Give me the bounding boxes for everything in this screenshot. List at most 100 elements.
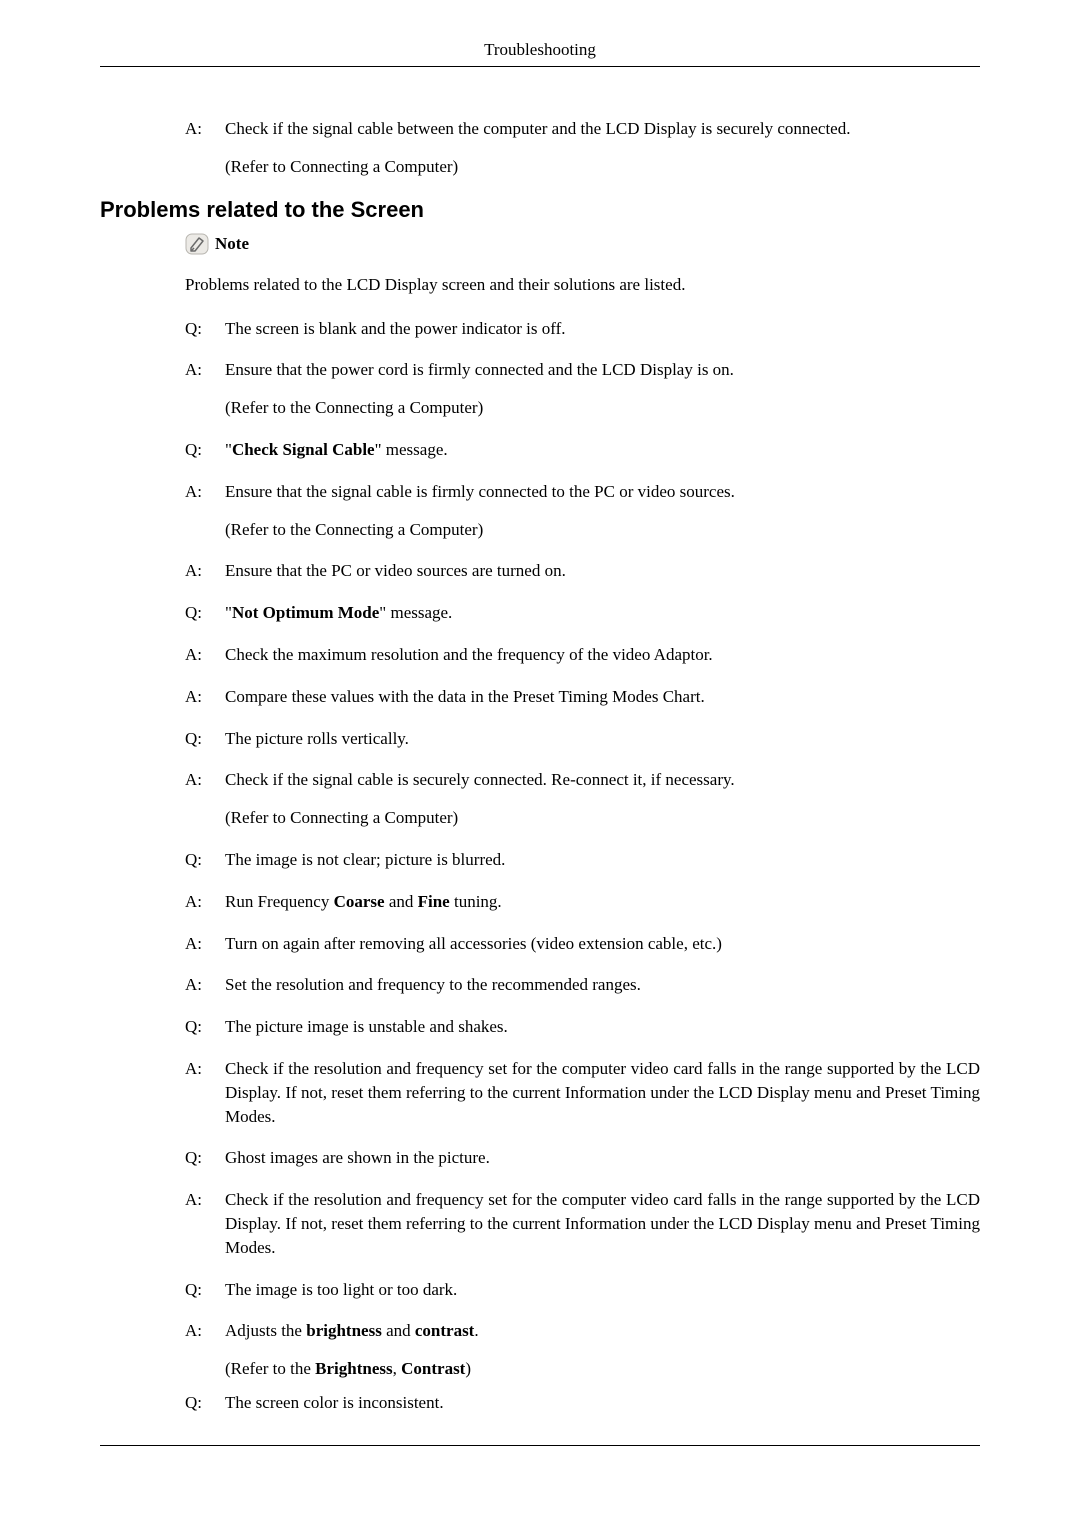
qa-text: Ensure that the signal cable is firmly c… bbox=[225, 480, 980, 542]
qa-text: Ghost images are shown in the picture. bbox=[225, 1146, 980, 1170]
qa-label-q: Q: bbox=[185, 1391, 225, 1415]
footer-divider bbox=[100, 1445, 980, 1446]
qa-post: tuning. bbox=[450, 892, 502, 911]
qa-row: A: Check if the resolution and frequency… bbox=[185, 1057, 980, 1128]
qa-label-a: A: bbox=[185, 973, 225, 997]
qa-quote-post: " message. bbox=[379, 603, 452, 622]
qa-row: A: Compare these values with the data in… bbox=[185, 685, 980, 709]
qa-label-q: Q: bbox=[185, 727, 225, 751]
note-row: Note bbox=[185, 233, 980, 255]
qa-answer-sub: (Refer to the Connecting a Computer) bbox=[225, 518, 980, 542]
qa-label-a: A: bbox=[185, 890, 225, 914]
qa-answer-sub: (Refer to the Brightness, Contrast) bbox=[225, 1357, 980, 1381]
qa-label-q: Q: bbox=[185, 1146, 225, 1170]
qa-text: Ensure that the power cord is firmly con… bbox=[225, 358, 980, 420]
qa-text: "Not Optimum Mode" message. bbox=[225, 601, 980, 625]
qa-row: Q: "Not Optimum Mode" message. bbox=[185, 601, 980, 625]
qa-text: Compare these values with the data in th… bbox=[225, 685, 980, 709]
qa-text: Check the maximum resolution and the fre… bbox=[225, 643, 980, 667]
section-heading: Problems related to the Screen bbox=[100, 197, 980, 223]
qa-bold-term: Contrast bbox=[401, 1359, 465, 1378]
qa-row: A: Check if the signal cable is securely… bbox=[185, 768, 980, 830]
qa-answer-line: Check if the signal cable between the co… bbox=[225, 119, 850, 138]
qa-row: Q: The screen is blank and the power ind… bbox=[185, 317, 980, 341]
qa-label-a: A: bbox=[185, 768, 225, 830]
qa-mid: , bbox=[393, 1359, 402, 1378]
qa-label-a: A: bbox=[185, 932, 225, 956]
qa-label-q: Q: bbox=[185, 1015, 225, 1039]
qa-label-q: Q: bbox=[185, 848, 225, 872]
qa-label-a: A: bbox=[185, 1057, 225, 1128]
qa-mid: and bbox=[385, 892, 418, 911]
qa-row: A: Check if the signal cable between the… bbox=[185, 117, 980, 179]
qa-label-a: A: bbox=[185, 358, 225, 420]
qa-row: A: Run Frequency Coarse and Fine tuning. bbox=[185, 890, 980, 914]
qa-row: Q: The picture image is unstable and sha… bbox=[185, 1015, 980, 1039]
qa-label-q: Q: bbox=[185, 601, 225, 625]
qa-text: Run Frequency Coarse and Fine tuning. bbox=[225, 890, 980, 914]
qa-post: . bbox=[474, 1321, 478, 1340]
qa-row: Q: Ghost images are shown in the picture… bbox=[185, 1146, 980, 1170]
qa-text: Ensure that the PC or video sources are … bbox=[225, 559, 980, 583]
qa-text: Set the resolution and frequency to the … bbox=[225, 973, 980, 997]
qa-row: A: Set the resolution and frequency to t… bbox=[185, 973, 980, 997]
qa-row: Q: The picture rolls vertically. bbox=[185, 727, 980, 751]
qa-label-a: A: bbox=[185, 480, 225, 542]
qa-row: A: Check the maximum resolution and the … bbox=[185, 643, 980, 667]
section-intro: Problems related to the LCD Display scre… bbox=[185, 275, 980, 295]
qa-row: A: Ensure that the PC or video sources a… bbox=[185, 559, 980, 583]
qa-answer-line: Ensure that the power cord is firmly con… bbox=[225, 360, 734, 379]
qa-label-q: Q: bbox=[185, 1278, 225, 1302]
qa-bold-term: Fine bbox=[418, 892, 450, 911]
qa-answer-line: Ensure that the signal cable is firmly c… bbox=[225, 482, 735, 501]
qa-label-a: A: bbox=[185, 1319, 225, 1381]
qa-text: Check if the resolution and frequency se… bbox=[225, 1057, 980, 1128]
qa-answer-sub: (Refer to Connecting a Computer) bbox=[225, 806, 980, 830]
note-icon bbox=[185, 233, 209, 255]
note-label: Note bbox=[215, 234, 249, 254]
qa-text: Adjusts the brightness and contrast. (Re… bbox=[225, 1319, 980, 1381]
qa-text: Check if the resolution and frequency se… bbox=[225, 1188, 980, 1259]
qa-bold-term: contrast bbox=[415, 1321, 474, 1340]
qa-text: The picture rolls vertically. bbox=[225, 727, 980, 751]
qa-bold-term: Not Optimum Mode bbox=[232, 603, 379, 622]
qa-label-a: A: bbox=[185, 685, 225, 709]
qa-label-a: A: bbox=[185, 117, 225, 179]
qa-row: Q: "Check Signal Cable" message. bbox=[185, 438, 980, 462]
qa-row: A: Ensure that the power cord is firmly … bbox=[185, 358, 980, 420]
qa-row: A: Ensure that the signal cable is firml… bbox=[185, 480, 980, 542]
qa-label-q: Q: bbox=[185, 438, 225, 462]
qa-text: "Check Signal Cable" message. bbox=[225, 438, 980, 462]
qa-label-a: A: bbox=[185, 559, 225, 583]
qa-text: The image is too light or too dark. bbox=[225, 1278, 980, 1302]
qa-label-a: A: bbox=[185, 643, 225, 667]
qa-row: Q: The image is too light or too dark. bbox=[185, 1278, 980, 1302]
qa-mid: and bbox=[382, 1321, 415, 1340]
qa-label-q: Q: bbox=[185, 317, 225, 341]
qa-text: The picture image is unstable and shakes… bbox=[225, 1015, 980, 1039]
qa-row: Q: The image is not clear; picture is bl… bbox=[185, 848, 980, 872]
qa-text: Check if the signal cable between the co… bbox=[225, 117, 980, 179]
page-header-title: Troubleshooting bbox=[100, 40, 980, 67]
qa-post: ) bbox=[465, 1359, 471, 1378]
qa-text: The screen color is inconsistent. bbox=[225, 1391, 980, 1415]
qa-row: A: Adjusts the brightness and contrast. … bbox=[185, 1319, 980, 1381]
qa-row: Q: The screen color is inconsistent. bbox=[185, 1391, 980, 1415]
qa-row: A: Check if the resolution and frequency… bbox=[185, 1188, 980, 1259]
qa-bold-term: Check Signal Cable bbox=[232, 440, 375, 459]
qa-bold-term: brightness bbox=[306, 1321, 382, 1340]
qa-answer-sub: (Refer to Connecting a Computer) bbox=[225, 155, 980, 179]
qa-pre: Adjusts the bbox=[225, 1321, 306, 1340]
qa-text: Turn on again after removing all accesso… bbox=[225, 932, 980, 956]
qa-label-a: A: bbox=[185, 1188, 225, 1259]
qa-text: The screen is blank and the power indica… bbox=[225, 317, 980, 341]
qa-quote-post: " message. bbox=[375, 440, 448, 459]
qa-bold-term: Coarse bbox=[334, 892, 385, 911]
qa-row: A: Turn on again after removing all acce… bbox=[185, 932, 980, 956]
qa-answer-sub: (Refer to the Connecting a Computer) bbox=[225, 396, 980, 420]
qa-quote-pre: " bbox=[225, 603, 232, 622]
qa-answer-line: Check if the signal cable is securely co… bbox=[225, 770, 735, 789]
qa-text: Check if the signal cable is securely co… bbox=[225, 768, 980, 830]
qa-pre: (Refer to the bbox=[225, 1359, 315, 1378]
qa-pre: Run Frequency bbox=[225, 892, 334, 911]
